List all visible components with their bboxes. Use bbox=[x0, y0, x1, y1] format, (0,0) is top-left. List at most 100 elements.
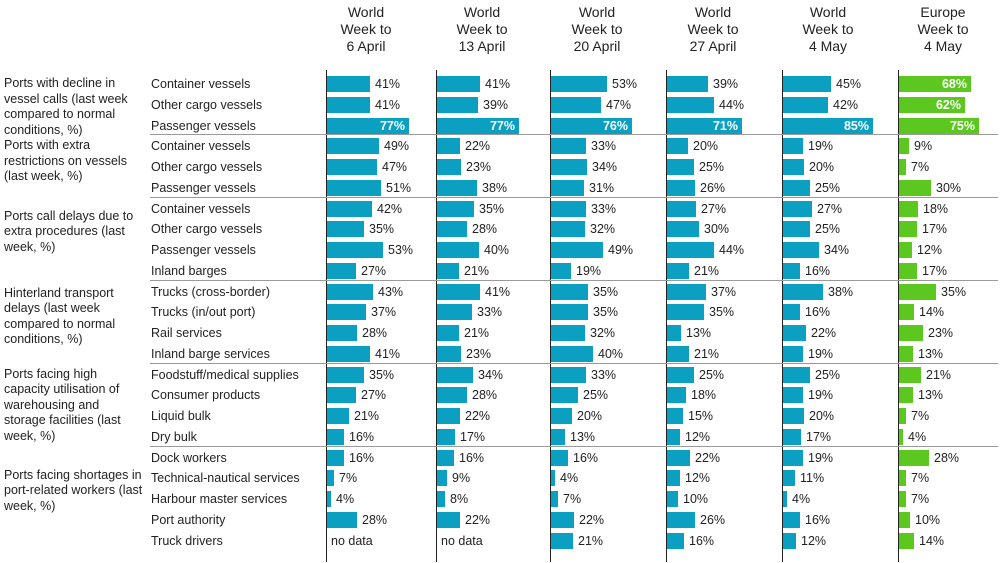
bar-w4 bbox=[667, 96, 714, 113]
value-label: 30% bbox=[704, 222, 730, 237]
column-header-eu: Europe Week to 4 May bbox=[888, 4, 998, 55]
bar-w1 bbox=[327, 138, 379, 155]
value-label: 19% bbox=[808, 346, 834, 361]
value-label: 33% bbox=[591, 139, 617, 154]
bar-w5 bbox=[783, 117, 873, 134]
row-label: Technical-nautical services bbox=[151, 471, 300, 486]
group-separator bbox=[150, 279, 998, 281]
column-header-line3: 20 April bbox=[573, 38, 621, 54]
value-label: 12% bbox=[917, 243, 943, 257]
no-data-label: no data bbox=[441, 533, 483, 548]
bar-w4 bbox=[667, 345, 689, 362]
bar-w4 bbox=[667, 387, 686, 404]
column-header-w3: World Week to 20 April bbox=[542, 4, 652, 55]
value-label: 76% bbox=[602, 118, 628, 133]
bar-w1 bbox=[327, 96, 370, 113]
row-label: Inland barges bbox=[151, 263, 227, 278]
bar-w2 bbox=[437, 96, 478, 113]
bar-w2 bbox=[437, 117, 519, 134]
value-label: 28% bbox=[362, 512, 388, 527]
value-label: 13% bbox=[570, 429, 596, 444]
bar-w2 bbox=[437, 449, 454, 466]
column-header-w2: World Week to 13 April bbox=[427, 4, 537, 55]
bar-w2 bbox=[437, 138, 460, 155]
bar-w1 bbox=[327, 366, 364, 383]
value-label: 17% bbox=[922, 222, 948, 237]
bar-w4 bbox=[667, 325, 681, 341]
bar-w5 bbox=[783, 283, 823, 300]
bar-w2 bbox=[437, 387, 467, 404]
bar-w5 bbox=[783, 325, 806, 341]
value-label: 13% bbox=[918, 388, 944, 403]
value-label: 19% bbox=[576, 263, 602, 278]
axis-line-w1 bbox=[326, 70, 327, 562]
column-header-region: World bbox=[809, 4, 847, 20]
column-header-line2: Week to bbox=[456, 21, 508, 37]
axis-line-w3 bbox=[550, 70, 551, 562]
bar-w1 bbox=[327, 117, 409, 134]
value-label: 23% bbox=[466, 160, 492, 174]
bar-eu bbox=[899, 262, 917, 279]
row-label: Passenger vessels bbox=[151, 180, 256, 195]
column-header-line2: Week to bbox=[802, 21, 854, 37]
value-label: 34% bbox=[592, 160, 618, 174]
bar-eu bbox=[899, 96, 965, 113]
group-label: Ports with decline in vessel calls (last… bbox=[4, 76, 128, 137]
bar-eu bbox=[899, 366, 921, 383]
value-label: 41% bbox=[375, 77, 401, 91]
axis-line-w2 bbox=[436, 70, 437, 562]
value-label: 43% bbox=[378, 284, 404, 299]
bar-w5 bbox=[783, 262, 800, 279]
value-label: 21% bbox=[464, 263, 490, 278]
value-label: 35% bbox=[369, 222, 395, 237]
value-label: 13% bbox=[686, 326, 712, 340]
bar-w3 bbox=[551, 76, 607, 92]
value-label: 16% bbox=[349, 429, 375, 444]
value-label: 27% bbox=[361, 388, 387, 403]
group-separator bbox=[150, 445, 998, 447]
bar-eu bbox=[899, 179, 931, 196]
bar-w4 bbox=[667, 428, 680, 445]
value-label: 22% bbox=[695, 450, 721, 465]
value-label: 7% bbox=[339, 471, 358, 486]
value-label: 12% bbox=[801, 533, 827, 548]
bar-w2 bbox=[437, 428, 455, 445]
value-label: 44% bbox=[719, 97, 745, 112]
row-label: Trucks (cross-border) bbox=[151, 284, 270, 299]
bar-w1 bbox=[327, 491, 331, 507]
value-label: 22% bbox=[811, 326, 837, 340]
bar-w5 bbox=[783, 96, 828, 113]
value-label: 35% bbox=[709, 305, 735, 320]
value-label: 35% bbox=[941, 284, 967, 299]
bar-w1 bbox=[327, 387, 356, 404]
column-header-region: World bbox=[578, 4, 616, 20]
value-label: 25% bbox=[699, 160, 725, 174]
row-label: Consumer products bbox=[151, 388, 261, 403]
group-label: Ports facing shortages in port-related w… bbox=[4, 467, 143, 513]
value-label: 7% bbox=[911, 492, 930, 506]
bar-w1 bbox=[327, 179, 381, 196]
value-label: 22% bbox=[579, 512, 605, 527]
value-label: 13% bbox=[918, 346, 944, 361]
value-label: 4% bbox=[792, 492, 811, 506]
bar-w2 bbox=[437, 366, 473, 383]
value-label: 9% bbox=[914, 139, 933, 154]
row-label: Container vessels bbox=[151, 77, 251, 91]
value-label: 20% bbox=[809, 409, 835, 423]
row-label: Passenger vessels bbox=[151, 118, 256, 133]
bar-w5 bbox=[783, 221, 810, 238]
value-label: 21% bbox=[464, 326, 490, 340]
row-label: Other cargo vessels bbox=[151, 222, 263, 237]
bar-eu bbox=[899, 511, 910, 528]
bar-w5 bbox=[783, 511, 800, 528]
value-label: 34% bbox=[478, 367, 504, 382]
bar-w3 bbox=[551, 387, 578, 404]
axis-line-w5 bbox=[782, 70, 783, 562]
column-header-line3: 6 April bbox=[346, 38, 386, 54]
bar-w1 bbox=[327, 76, 370, 92]
value-label: 25% bbox=[815, 180, 841, 195]
value-label: 27% bbox=[701, 201, 727, 216]
bar-w3 bbox=[551, 117, 632, 134]
value-label: 23% bbox=[928, 326, 954, 340]
value-label: 39% bbox=[713, 77, 739, 91]
